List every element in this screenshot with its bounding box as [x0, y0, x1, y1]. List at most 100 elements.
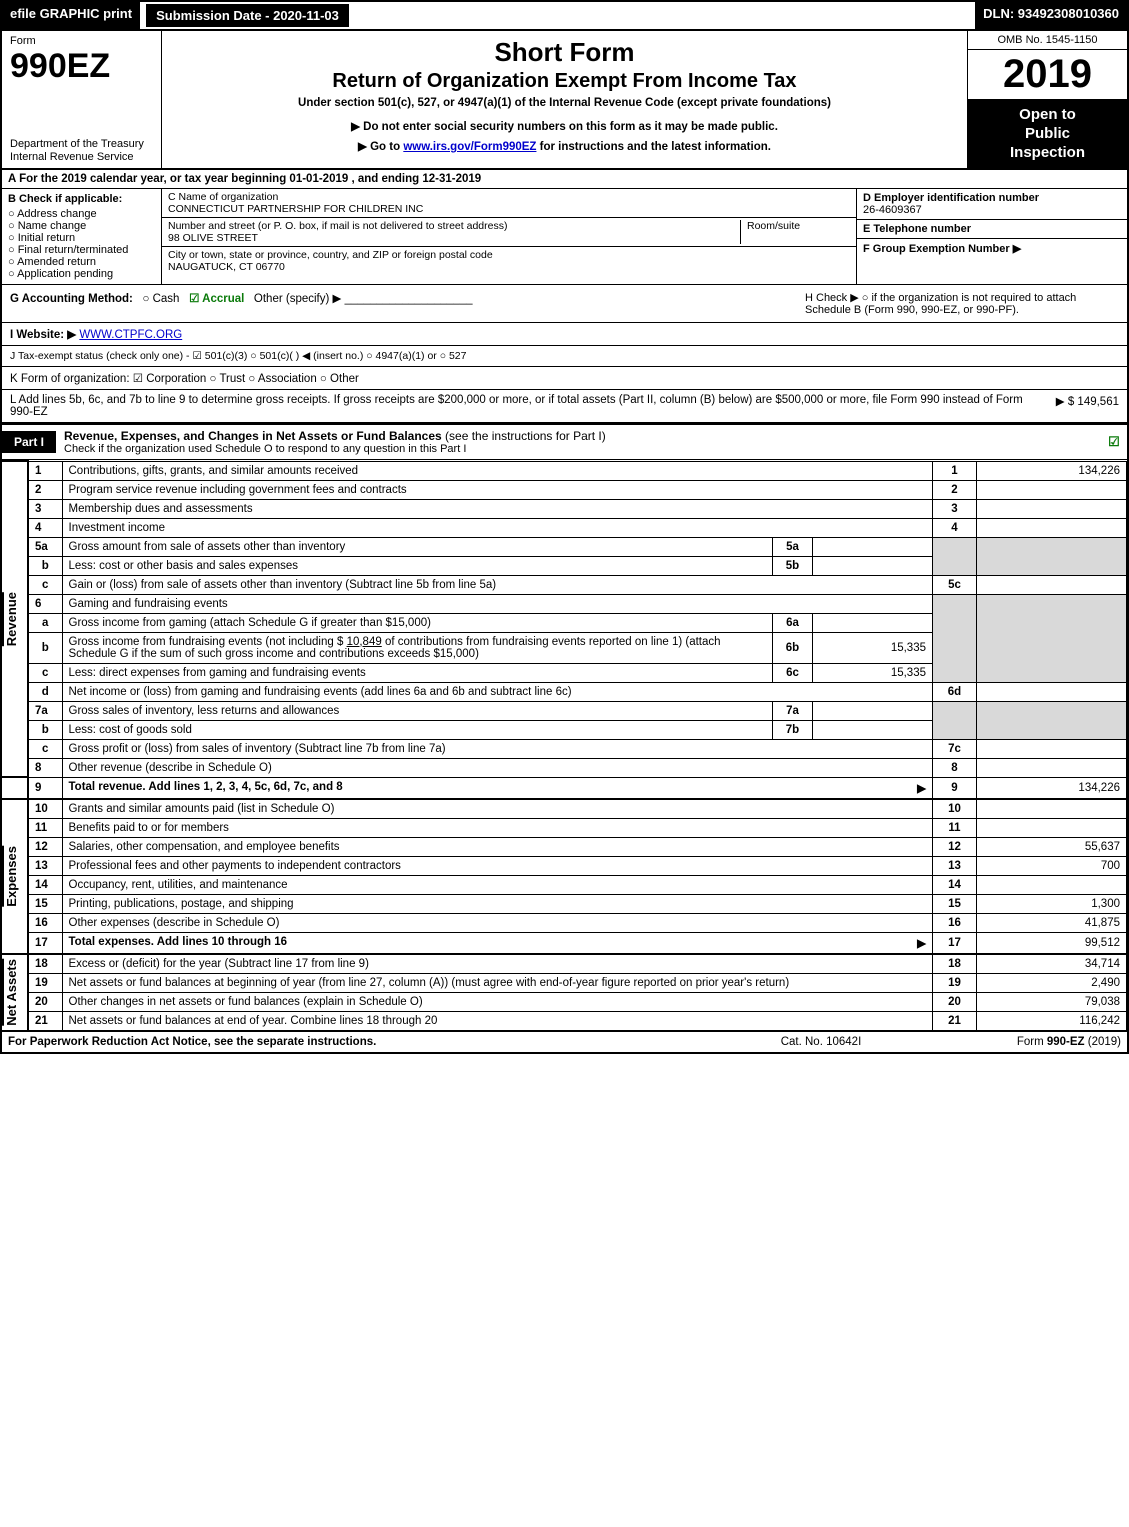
r12-amt: 55,637	[977, 837, 1127, 856]
r1-ln: 1	[933, 461, 977, 480]
part1-checkbox[interactable]: ☑	[1101, 434, 1127, 450]
r6b-num: b	[28, 632, 62, 663]
r6b-mval: 15,335	[813, 632, 933, 663]
r5b-num: b	[28, 556, 62, 575]
r7b-mlab: 7b	[773, 720, 813, 739]
g-accrual[interactable]: ☑ Accrual	[189, 293, 244, 305]
r6b-mlab: 6b	[773, 632, 813, 663]
row-16: 16 Other expenses (describe in Schedule …	[2, 913, 1127, 932]
section-gh: G Accounting Method: ○ Cash ☑ Accrual Ot…	[2, 285, 1127, 323]
r4-amt	[977, 518, 1127, 537]
checkbox-amended-return[interactable]: Amended return	[8, 256, 155, 268]
vlabel-revenue-cell: Revenue	[2, 461, 28, 777]
irs-link[interactable]: www.irs.gov/Form990EZ	[403, 141, 536, 153]
r2-amt	[977, 480, 1127, 499]
checkbox-initial-return[interactable]: Initial return	[8, 232, 155, 244]
row-5c: c Gain or (loss) from sale of assets oth…	[2, 575, 1127, 594]
vlabel-netassets-cell: Net Assets	[2, 954, 28, 1031]
g-label: G Accounting Method:	[10, 293, 133, 305]
r21-desc: Net assets or fund balances at end of ye…	[62, 1011, 933, 1031]
line-l-amount-prefix: ▶ $	[1056, 396, 1074, 408]
row-2: 2 Program service revenue including gove…	[2, 480, 1127, 499]
row-12: 12 Salaries, other compensation, and emp…	[2, 837, 1127, 856]
org-city-label: City or town, state or province, country…	[168, 249, 493, 261]
r9-desc-text: Total revenue. Add lines 1, 2, 3, 4, 5c,…	[69, 781, 343, 793]
website-link[interactable]: WWW.CTPFC.ORG	[79, 329, 182, 341]
r6d-ln: 6d	[933, 682, 977, 701]
section-f: F Group Exemption Number ▶	[857, 239, 1127, 284]
r17-desc: Total expenses. Add lines 10 through 16 …	[62, 932, 933, 954]
r11-desc: Benefits paid to or for members	[62, 818, 933, 837]
section-b: B Check if applicable: Address change Na…	[2, 189, 162, 284]
r18-num: 18	[28, 954, 62, 974]
r7c-amt	[977, 739, 1127, 758]
checkbox-final-return[interactable]: Final return/terminated	[8, 244, 155, 256]
row-17: 17 Total expenses. Add lines 10 through …	[2, 932, 1127, 954]
top-bar: efile GRAPHIC print Submission Date - 20…	[2, 2, 1127, 31]
room-suite: Room/suite	[740, 220, 850, 244]
r5a-num: 5a	[28, 537, 62, 556]
r4-desc: Investment income	[62, 518, 933, 537]
open-to-public: Open to Public Inspection	[968, 100, 1127, 168]
r21-num: 21	[28, 1011, 62, 1031]
r10-ln: 10	[933, 799, 977, 819]
website-label: I Website: ▶	[10, 329, 76, 341]
r6c-num: c	[28, 663, 62, 682]
dept-treasury: Department of the Treasury Internal Reve…	[10, 138, 153, 164]
r2-ln: 2	[933, 480, 977, 499]
org-addr-label: Number and street (or P. O. box, if mail…	[168, 220, 507, 232]
r18-desc: Excess or (deficit) for the year (Subtra…	[62, 954, 933, 974]
title-short-form: Short Form	[172, 37, 957, 68]
r4-num: 4	[28, 518, 62, 537]
r6-amt-shaded	[977, 594, 1127, 682]
r5a-desc: Gross amount from sale of assets other t…	[62, 537, 773, 556]
vlabel-revenue-end	[2, 777, 28, 799]
efile-print-label[interactable]: efile GRAPHIC print	[2, 2, 140, 29]
part1-check-line: Check if the organization used Schedule …	[64, 443, 1093, 455]
row-7a: 7a Gross sales of inventory, less return…	[2, 701, 1127, 720]
r17-arrow: ▶	[917, 936, 926, 950]
r5a-mlab: 5a	[773, 537, 813, 556]
submission-date-label: Submission Date - 2020-11-03	[144, 2, 351, 29]
vlabel-revenue: Revenue	[2, 592, 19, 646]
checkbox-name-change[interactable]: Name change	[8, 220, 155, 232]
r18-ln: 18	[933, 954, 977, 974]
form-number: 990EZ	[10, 47, 153, 86]
r16-desc: Other expenses (describe in Schedule O)	[62, 913, 933, 932]
subtitle-goto: ▶ Go to www.irs.gov/Form990EZ for instru…	[172, 139, 957, 153]
r7a-mval	[813, 701, 933, 720]
r5c-amt	[977, 575, 1127, 594]
r5b-mlab: 5b	[773, 556, 813, 575]
footer-catno: Cat. No. 10642I	[721, 1036, 921, 1048]
g-cash[interactable]: ○ Cash	[142, 293, 179, 305]
header-right: OMB No. 1545-1150 2019 Open to Public In…	[967, 31, 1127, 168]
part1-tab: Part I	[2, 431, 56, 453]
r12-ln: 12	[933, 837, 977, 856]
footer-right-post: (2019)	[1085, 1036, 1121, 1048]
r6-ln-shaded	[933, 594, 977, 682]
r6d-desc: Net income or (loss) from gaming and fun…	[62, 682, 933, 701]
vlabel-expenses: Expenses	[2, 846, 19, 907]
r9-num: 9	[28, 777, 62, 799]
topbar-spacer	[351, 2, 975, 29]
r19-ln: 19	[933, 973, 977, 992]
row-14: 14 Occupancy, rent, utilities, and maint…	[2, 875, 1127, 894]
r13-num: 13	[28, 856, 62, 875]
footer-right-pre: Form	[1017, 1036, 1047, 1048]
section-c: C Name of organization CONNECTICUT PARTN…	[162, 189, 857, 284]
page-footer: For Paperwork Reduction Act Notice, see …	[2, 1032, 1127, 1052]
checkbox-address-change[interactable]: Address change	[8, 208, 155, 220]
r5ab-ln-shaded	[933, 537, 977, 575]
row-15: 15 Printing, publications, postage, and …	[2, 894, 1127, 913]
r14-ln: 14	[933, 875, 977, 894]
g-other[interactable]: Other (specify) ▶	[254, 293, 341, 305]
r10-num: 10	[28, 799, 62, 819]
org-name-label: C Name of organization	[168, 191, 278, 203]
checkbox-application-pending[interactable]: Application pending	[8, 268, 155, 280]
r19-amt: 2,490	[977, 973, 1127, 992]
r6c-desc: Less: direct expenses from gaming and fu…	[62, 663, 773, 682]
r6c-mlab: 6c	[773, 663, 813, 682]
open2: Public	[1025, 125, 1070, 142]
r17-amt: 99,512	[977, 932, 1127, 954]
form-container: efile GRAPHIC print Submission Date - 20…	[0, 0, 1129, 1054]
